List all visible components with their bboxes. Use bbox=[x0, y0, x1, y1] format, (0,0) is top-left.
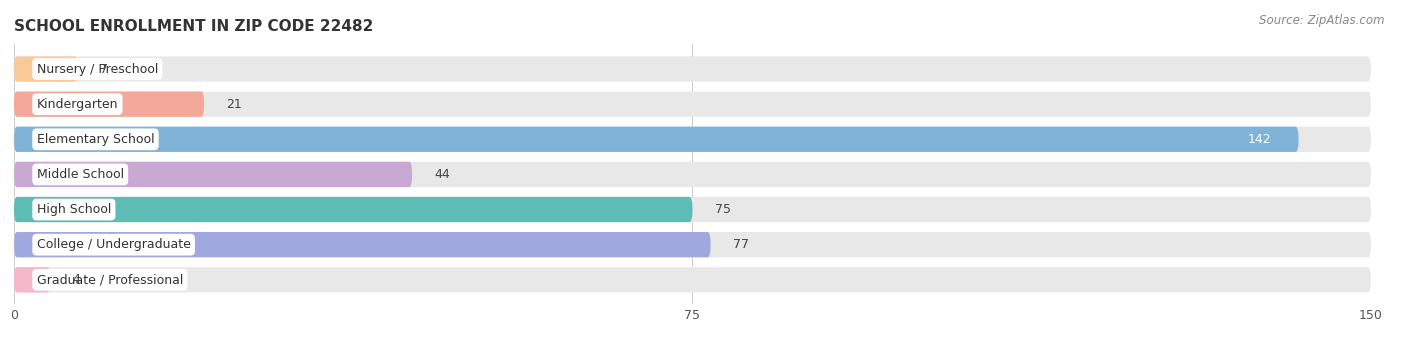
FancyBboxPatch shape bbox=[14, 197, 1371, 222]
FancyBboxPatch shape bbox=[14, 197, 692, 222]
Text: 142: 142 bbox=[1247, 133, 1271, 146]
Text: SCHOOL ENROLLMENT IN ZIP CODE 22482: SCHOOL ENROLLMENT IN ZIP CODE 22482 bbox=[14, 18, 374, 34]
Text: 77: 77 bbox=[733, 238, 749, 251]
Text: 21: 21 bbox=[226, 98, 242, 111]
FancyBboxPatch shape bbox=[14, 162, 412, 187]
Text: 7: 7 bbox=[100, 63, 108, 76]
Text: 75: 75 bbox=[716, 203, 731, 216]
Text: Kindergarten: Kindergarten bbox=[37, 98, 118, 111]
Text: Graduate / Professional: Graduate / Professional bbox=[37, 273, 183, 286]
FancyBboxPatch shape bbox=[14, 232, 1371, 257]
FancyBboxPatch shape bbox=[14, 267, 51, 292]
FancyBboxPatch shape bbox=[14, 127, 1371, 152]
FancyBboxPatch shape bbox=[14, 267, 1371, 292]
FancyBboxPatch shape bbox=[14, 92, 204, 117]
FancyBboxPatch shape bbox=[14, 56, 1371, 82]
Text: 44: 44 bbox=[434, 168, 450, 181]
FancyBboxPatch shape bbox=[14, 232, 710, 257]
Text: Elementary School: Elementary School bbox=[37, 133, 155, 146]
Text: Middle School: Middle School bbox=[37, 168, 124, 181]
Text: High School: High School bbox=[37, 203, 111, 216]
Text: 4: 4 bbox=[73, 273, 80, 286]
FancyBboxPatch shape bbox=[14, 92, 1371, 117]
FancyBboxPatch shape bbox=[14, 162, 1371, 187]
Text: Nursery / Preschool: Nursery / Preschool bbox=[37, 63, 157, 76]
Text: Source: ZipAtlas.com: Source: ZipAtlas.com bbox=[1260, 14, 1385, 27]
FancyBboxPatch shape bbox=[14, 56, 77, 82]
FancyBboxPatch shape bbox=[14, 127, 1299, 152]
Text: College / Undergraduate: College / Undergraduate bbox=[37, 238, 191, 251]
